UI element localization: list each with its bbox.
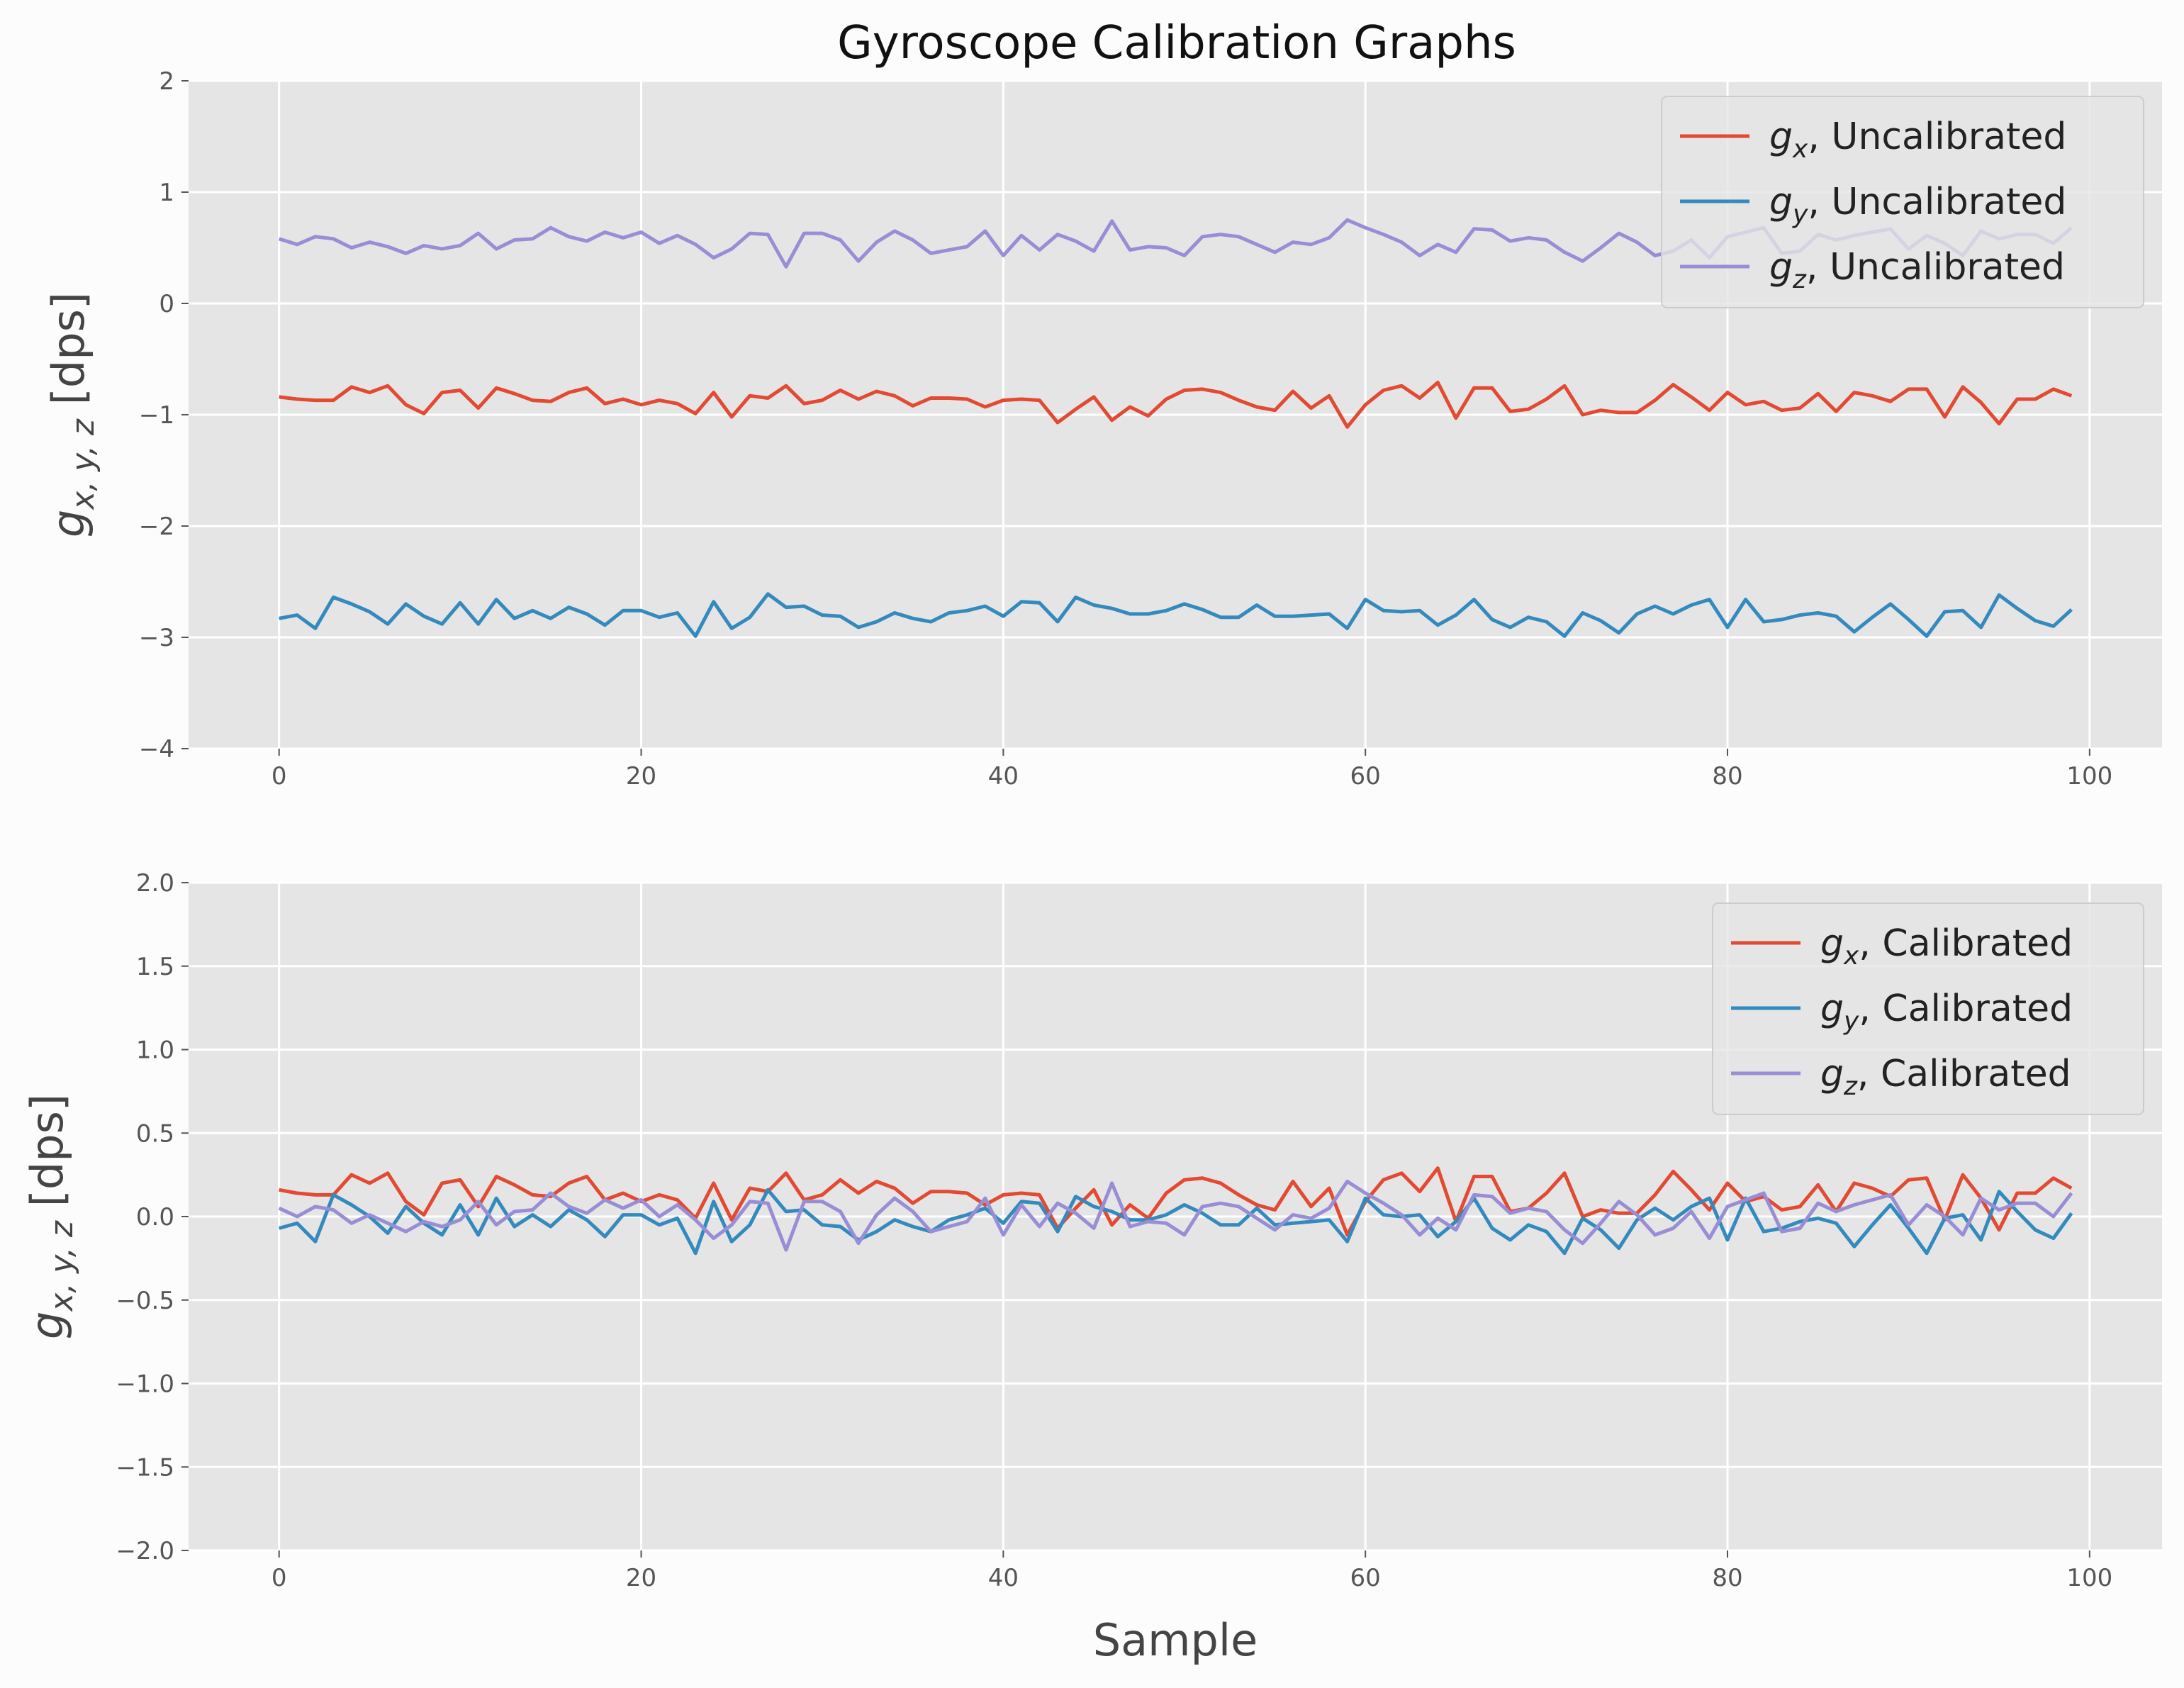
upper-x-tick-label: 60 [1350, 762, 1381, 790]
lower-legend-entry-z: gz, Calibrated [1820, 1053, 2071, 1101]
lower-y-tick-label: −1.0 [116, 1370, 174, 1399]
lower-series-z-line [278, 1180, 2073, 1252]
upper-legend-box [1661, 96, 2144, 308]
lower-y-tick-label: 0.0 [136, 1203, 174, 1231]
lower-x-tick-label: 40 [988, 1564, 1019, 1592]
lower-y-tick-label: −1.5 [116, 1453, 174, 1482]
figure-title: Gyroscope Calibration Graphs [837, 17, 1516, 69]
lower-x-tick-label: 20 [626, 1564, 656, 1592]
lower-series-y-line [279, 1187, 2073, 1256]
lower-y-tick-label: −0.5 [116, 1287, 174, 1315]
lower-x-tick-label: 0 [271, 1564, 287, 1592]
upper-legend-entry-x: gx, Uncalibrated [1769, 116, 2066, 164]
lower-legend-entry-y: gy, Calibrated [1820, 988, 2073, 1036]
lower-y-tick-label: 1.5 [136, 953, 174, 981]
upper-series-y-line [279, 592, 2073, 638]
upper-y-tick-label: −2 [139, 513, 174, 541]
upper-chart-uncalibrated: 0 20 40 60 80 100 2 1 0 −1 −2 −3 −4 gx, y, z [dps] gx,… [43, 67, 2162, 790]
lower-x-axis-label: Sample [1093, 1614, 1258, 1666]
lower-chart-calibrated: 0 20 40 60 80 100 2.0 1.5 1.0 0.5 0.0 −0.5 −1.0 −1.5 −… [21, 869, 2162, 1666]
upper-x-tick-label: 100 [2066, 762, 2112, 790]
lower-x-tick-label: 80 [1712, 1564, 1742, 1592]
lower-y-tick-label: 1.0 [136, 1036, 174, 1065]
lower-series-x-line [279, 1166, 2073, 1237]
upper-legend-entry-z: gz, Uncalibrated [1769, 246, 2065, 294]
lower-legend-entry-x: gx, Calibrated [1820, 922, 2073, 971]
lower-y-axis-label: gx, y, z [dps] [21, 1094, 80, 1339]
upper-y-tick-label: −3 [139, 624, 174, 652]
lower-x-tick-label: 100 [2066, 1564, 2112, 1592]
lower-legend: gx, Calibrated gy, Calibrated gz, Calibrat… [1712, 902, 2144, 1115]
lower-y-tick-label: 0.5 [136, 1119, 174, 1148]
upper-x-tick-label: 20 [626, 762, 656, 790]
lower-y-tick-label: 2.0 [136, 869, 174, 898]
upper-y-tick-label: 2 [159, 67, 174, 96]
upper-y-tick-label: −1 [139, 401, 174, 430]
upper-legend: gx, Uncalibrated gy, Uncalibrated gz, Unca… [1661, 96, 2144, 308]
upper-x-tick-label: 80 [1712, 762, 1742, 790]
upper-series-x-line [279, 381, 2073, 429]
lower-legend-box [1712, 902, 2144, 1115]
lower-x-tick-label: 60 [1350, 1564, 1381, 1592]
upper-y-tick-label: 1 [159, 179, 174, 207]
upper-y-axis-label: gx, y, z [dps] [43, 292, 101, 537]
upper-y-tick-label: 0 [159, 290, 174, 318]
upper-legend-entry-y: gy, Uncalibrated [1769, 181, 2066, 229]
upper-y-tick-label: −4 [139, 735, 174, 764]
upper-x-tick-label: 0 [271, 762, 287, 790]
upper-x-tick-label: 40 [988, 762, 1019, 790]
lower-y-tick-label: −2.0 [116, 1537, 174, 1565]
